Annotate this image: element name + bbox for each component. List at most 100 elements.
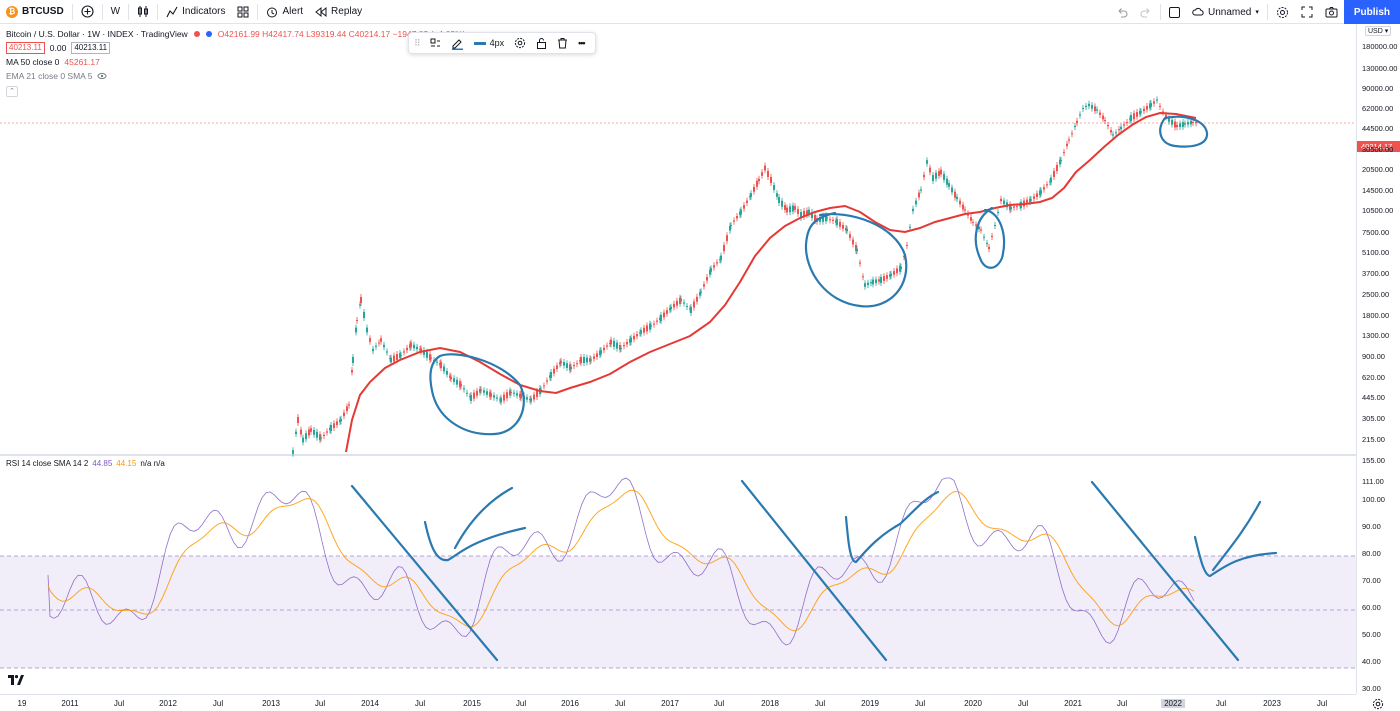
lock-button[interactable] [531, 32, 552, 54]
time-tick-label: 2018 [761, 699, 779, 708]
alert-button[interactable]: Alert [260, 0, 309, 24]
candle-body [436, 361, 438, 363]
time-tick-label: 2022 [1161, 699, 1185, 708]
redo-button[interactable] [1134, 0, 1158, 24]
rsi-line [47, 477, 1195, 646]
drawing-circle-2020 [974, 206, 1006, 269]
compare-button[interactable] [75, 0, 100, 24]
candle-body [466, 392, 468, 394]
candle-body [348, 404, 350, 406]
line-width-button[interactable]: 4px [469, 32, 510, 54]
symbol-search[interactable]: ₿ BTCUSD [0, 0, 70, 24]
time-tick-label: Jul [1017, 699, 1029, 708]
redo-icon [1140, 8, 1150, 18]
drawing-check-2014 [423, 486, 527, 562]
candle-body [680, 298, 682, 302]
fullscreen-button[interactable] [1295, 0, 1319, 24]
candle-body [423, 350, 425, 355]
candle-body [1176, 124, 1178, 128]
indicators-button[interactable]: Indicators [160, 0, 231, 24]
candle-body [970, 217, 972, 221]
price-scale[interactable]: USD ▾ 40214.17 180000.00 130000.00 90000.0… [1356, 24, 1400, 694]
candle-body [456, 379, 458, 385]
layout-button[interactable] [1163, 0, 1186, 24]
scale-settings-button[interactable] [1372, 697, 1384, 711]
candle-body [1184, 123, 1186, 125]
time-tick-label: 2015 [463, 699, 481, 708]
candle-body [699, 292, 701, 296]
candle-body [1066, 143, 1068, 147]
eye-hidden-icon[interactable] [97, 72, 107, 80]
line-color-button[interactable] [446, 32, 469, 54]
candle-body [596, 353, 598, 357]
candle-body [593, 356, 595, 359]
replay-button[interactable]: Replay [309, 0, 368, 24]
candle-body [308, 429, 310, 436]
candle-body [366, 327, 368, 333]
template-button[interactable] [425, 32, 446, 54]
candle-body [829, 219, 831, 221]
chart-canvas[interactable] [0, 0, 1356, 694]
time-tick-label: Jul [414, 699, 426, 708]
rsi-tick-label: 50.00 [1362, 630, 1381, 639]
sell-price-box[interactable]: 40213.11 [6, 42, 45, 54]
candle-body [883, 276, 885, 281]
candle-body [932, 175, 934, 181]
candle-body [906, 245, 908, 246]
candle-body [800, 212, 802, 218]
candle-body [723, 245, 725, 252]
unlock-icon [537, 38, 547, 49]
candle-body [1171, 119, 1173, 125]
candle-body [603, 347, 605, 351]
candle-body [440, 362, 442, 368]
candle-body [743, 205, 745, 209]
candle-body [1126, 122, 1128, 123]
candle-body [570, 366, 572, 370]
candle-body [964, 209, 966, 211]
drawing-settings-button[interactable] [509, 32, 531, 54]
time-tick-label: Jul [212, 699, 224, 708]
candle-body [653, 323, 655, 325]
candle-body [636, 334, 638, 337]
buy-price-box[interactable]: 40213.11 [71, 42, 111, 54]
candle-body [846, 228, 848, 232]
alarm-clock-icon [267, 7, 278, 17]
gear-icon [1372, 698, 1384, 710]
publish-button[interactable]: Publish [1343, 0, 1400, 24]
legend-ma-row[interactable]: MA 50 close 0 45261.17 [6, 56, 465, 68]
candle-body [696, 296, 698, 302]
legend-ema-row[interactable]: EMA 21 close 0 SMA 5 [6, 70, 465, 82]
candle-body [1159, 106, 1161, 107]
chart-type-button[interactable] [131, 0, 155, 24]
delete-button[interactable] [552, 32, 573, 54]
line-width-icon [473, 41, 486, 45]
tradingview-logo[interactable] [8, 675, 24, 688]
drag-handle-icon[interactable]: ⠿ [414, 37, 421, 48]
legend-collapse-button[interactable]: ⌃ [6, 86, 18, 97]
layout-name-dropdown[interactable]: Unnamed ▾ [1186, 0, 1265, 24]
candle-body [855, 245, 857, 251]
candle-body [1102, 115, 1104, 120]
candle-body [1046, 184, 1048, 186]
templates-button[interactable] [231, 0, 255, 24]
interval-button[interactable]: W [105, 0, 126, 24]
candle-body [1074, 125, 1076, 128]
candle-body [1094, 106, 1096, 112]
more-button[interactable]: ••• [573, 32, 589, 54]
candle-body [703, 284, 705, 287]
currency-dropdown[interactable]: USD ▾ [1365, 26, 1392, 36]
candle-body [673, 303, 675, 308]
time-scale[interactable]: 19 2011 Jul 2012 Jul 2013 Jul 2014 Jul 2015 Jul 201… [0, 694, 1356, 711]
ema-label: EMA 21 close 0 SMA 5 [6, 71, 93, 81]
undo-button[interactable] [1110, 0, 1134, 24]
candle-body [893, 271, 895, 275]
toolbar-right: Unnamed ▾ Publish [1110, 0, 1400, 24]
candle-body [1165, 114, 1167, 118]
grid-icon [237, 6, 249, 17]
drawing-trendline-2018 [740, 479, 888, 662]
rsi-legend[interactable]: RSI 14 close SMA 14 2 44.85 44.15 n/a n/… [6, 459, 165, 468]
settings-button[interactable] [1270, 0, 1295, 24]
candle-body [867, 282, 869, 286]
candle-body [929, 167, 931, 173]
snapshot-button[interactable] [1319, 0, 1344, 24]
